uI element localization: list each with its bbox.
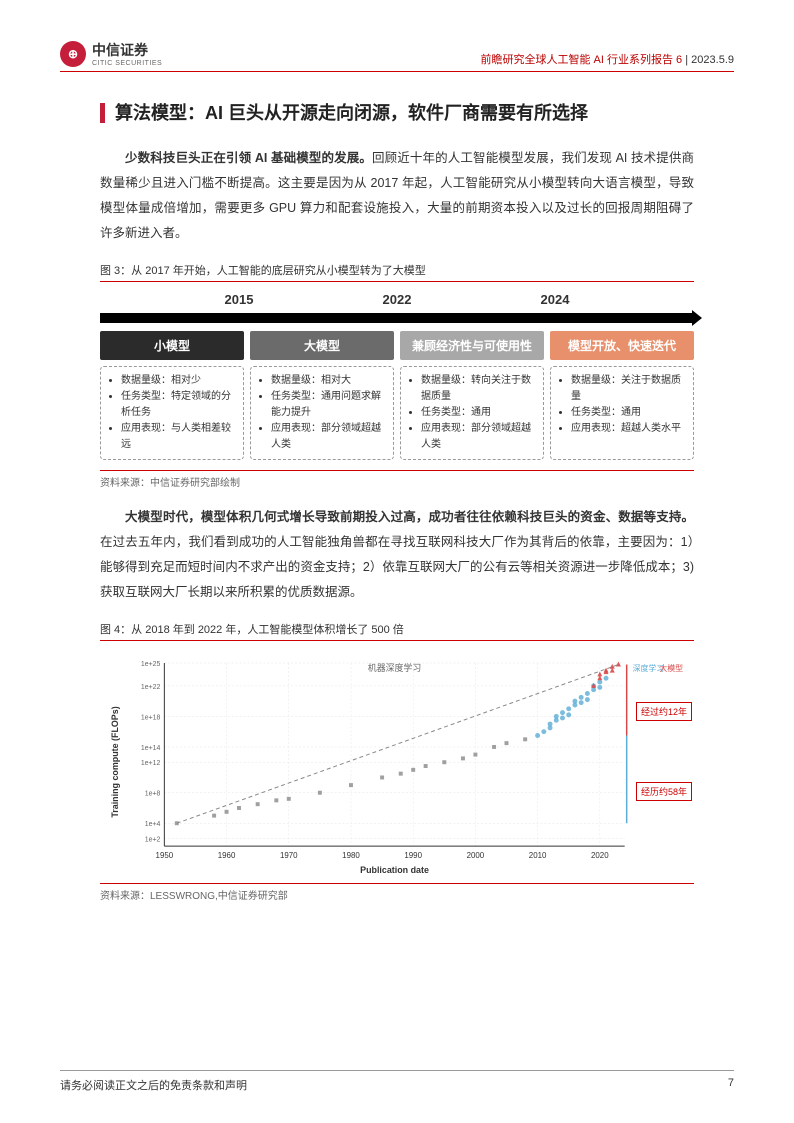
page-number: 7	[728, 1077, 734, 1093]
phase-bullet: 数据量级：相对少	[121, 373, 235, 389]
svg-text:1960: 1960	[218, 851, 236, 860]
page-footer: 请务必阅读正文之后的免责条款和声明 7	[60, 1070, 734, 1093]
phase-bullet: 任务类型：特定领域的分析任务	[121, 389, 235, 421]
phase-header: 小模型	[100, 331, 244, 360]
company-name-en: CITIC SECURITIES	[92, 60, 162, 67]
phase-bullet: 任务类型：通用	[421, 405, 535, 421]
phase-card: 数据量级：转向关注于数据质量任务类型：通用应用表现：部分领域超越人类	[400, 366, 544, 460]
svg-text:大模型: 大模型	[659, 663, 683, 673]
svg-text:1e+25: 1e+25	[141, 661, 161, 668]
phase-bullet: 数据量级：相对大	[271, 373, 385, 389]
timeline-year: 2022	[383, 292, 412, 307]
phase-header: 模型开放、快速迭代	[550, 331, 694, 360]
phase-card: 数据量级：关注于数据质量任务类型：通用应用表现：超越人类水平	[550, 366, 694, 460]
fig4-title: 图 4：从 2018 年到 2022 年，人工智能模型体积增长了 500 倍	[100, 621, 694, 641]
para2-lead: 大模型时代，模型体积几何式增长导致前期投入过高，成功者往往依赖科技巨头的资金、数…	[125, 510, 694, 524]
section-title: 算法模型：AI 巨头从开源走向闭源，软件厂商需要有所选择	[100, 96, 734, 130]
chart-annotation-1: 经过约12年	[636, 702, 692, 721]
title-marker	[100, 103, 105, 123]
phase-card: 数据量级：相对少任务类型：特定领域的分析任务应用表现：与人类相差较远	[100, 366, 244, 460]
phase-bullet: 任务类型：通用	[571, 405, 685, 421]
header-meta: 前瞻研究全球人工智能 AI 行业系列报告 6 | 2023.5.9	[481, 51, 735, 67]
svg-text:1e+22: 1e+22	[141, 684, 161, 691]
fig3-title: 图 3：从 2017 年开始，人工智能的底层研究从小模型转为了大模型	[100, 262, 694, 282]
phase-header: 大模型	[250, 331, 394, 360]
svg-text:Training compute (FLOPs): Training compute (FLOPs)	[110, 706, 120, 817]
phase-card: 数据量级：相对大任务类型：通用问题求解能力提升应用表现：部分领域超越人类	[250, 366, 394, 460]
company-logo: ⊕ 中信证券 CITIC SECURITIES	[60, 40, 162, 67]
svg-text:1e+12: 1e+12	[141, 760, 161, 767]
fig4-chart: 1e+2 1e+4 1e+8 1e+12 1e+14 1e+18 1e+22 1e+25 195…	[100, 647, 694, 877]
timeline-year: 2024	[541, 292, 570, 307]
phase-bullet: 数据量级：关注于数据质量	[571, 373, 685, 405]
svg-text:1950: 1950	[156, 851, 174, 860]
svg-text:1970: 1970	[280, 851, 298, 860]
timeline-year: 2015	[225, 292, 254, 307]
paragraph-1: 少数科技巨头正在引领 AI 基础模型的发展。回顾近十年的人工智能模型发展，我们发…	[100, 146, 694, 246]
fig3-timeline: 2015 2022 2024 小模型大模型兼顾经济性与可使用性模型开放、快速迭代 数…	[100, 292, 694, 460]
phase-bullet: 应用表现：部分领域超越人类	[421, 421, 535, 453]
phase-bullet: 应用表现：部分领域超越人类	[271, 421, 385, 453]
phase-bullet: 应用表现：与人类相差较远	[121, 421, 235, 453]
report-series: 前瞻研究全球人工智能 AI 行业系列报告 6	[481, 54, 683, 66]
paragraph-2: 大模型时代，模型体积几何式增长导致前期投入过高，成功者往往依赖科技巨头的资金、数…	[100, 505, 694, 605]
phase-bullet: 应用表现：超越人类水平	[571, 421, 685, 437]
svg-text:机器深度学习: 机器深度学习	[368, 662, 421, 673]
svg-text:1e+14: 1e+14	[141, 745, 161, 752]
phase-bullet: 数据量级：转向关注于数据质量	[421, 373, 535, 405]
para1-lead: 少数科技巨头正在引领 AI 基础模型的发展。	[125, 151, 372, 165]
phase-header: 兼顾经济性与可使用性	[400, 331, 544, 360]
svg-text:1990: 1990	[404, 851, 422, 860]
svg-text:1980: 1980	[342, 851, 360, 860]
phase-bullet: 任务类型：通用问题求解能力提升	[271, 389, 385, 421]
page-header: ⊕ 中信证券 CITIC SECURITIES 前瞻研究全球人工智能 AI 行业…	[60, 40, 734, 72]
fig4-source: 资料来源：LESSWRONG,中信证券研究部	[100, 883, 694, 902]
svg-text:Publication date: Publication date	[360, 865, 429, 875]
report-date: 2023.5.9	[691, 54, 734, 66]
svg-text:1e+18: 1e+18	[141, 715, 161, 722]
logo-icon: ⊕	[60, 41, 86, 67]
svg-text:2000: 2000	[467, 851, 485, 860]
timeline-arrow	[100, 313, 694, 323]
company-name-cn: 中信证券	[92, 40, 162, 60]
svg-text:1e+8: 1e+8	[145, 791, 161, 798]
para2-body: 在过去五年内，我们看到成功的人工智能独角兽都在寻找互联网科技大厂作为其背后的依靠…	[100, 535, 694, 599]
svg-text:1e+2: 1e+2	[145, 837, 161, 844]
svg-text:2020: 2020	[591, 851, 609, 860]
footer-disclaimer: 请务必阅读正文之后的免责条款和声明	[60, 1077, 247, 1093]
svg-text:1e+4: 1e+4	[145, 821, 161, 828]
svg-text:2010: 2010	[529, 851, 547, 860]
chart-annotation-2: 经历约58年	[636, 782, 692, 801]
section-title-text: 算法模型：AI 巨头从开源走向闭源，软件厂商需要有所选择	[115, 96, 588, 130]
fig3-source: 资料来源：中信证券研究部绘制	[100, 470, 694, 489]
